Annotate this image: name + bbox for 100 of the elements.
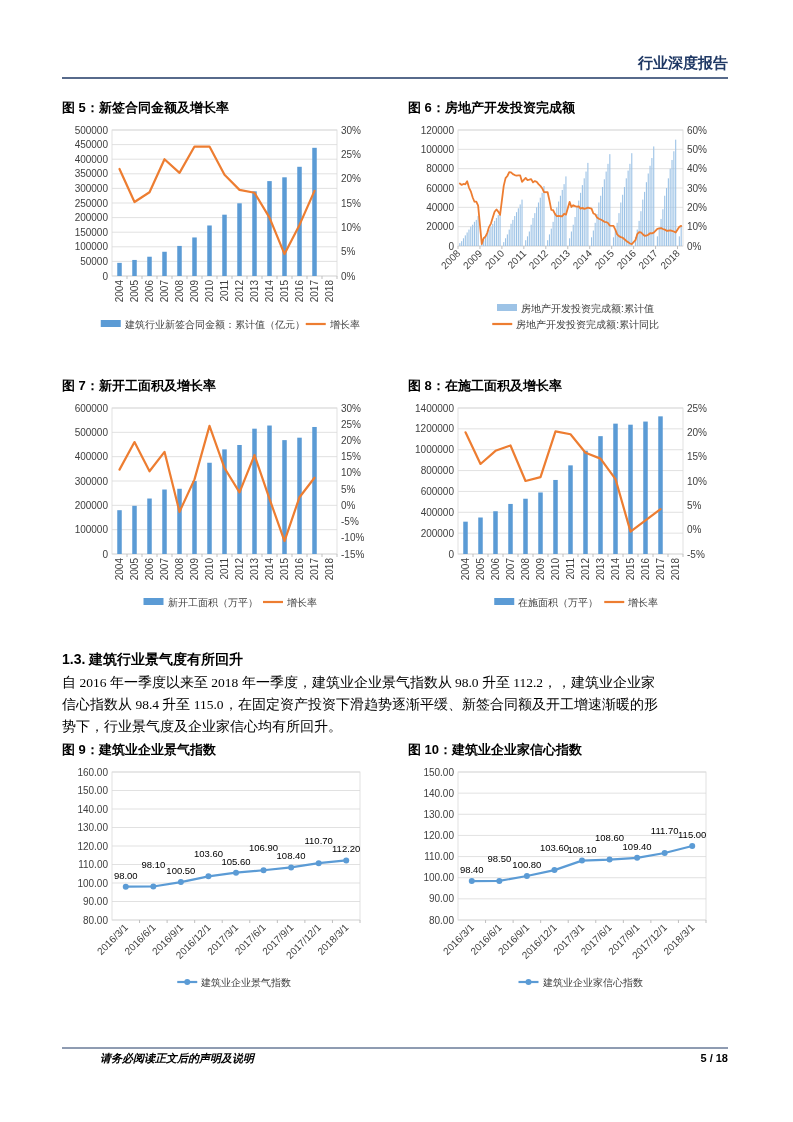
data-label: 98.40: [459, 864, 484, 876]
x-tick-label: 2011: [565, 557, 576, 580]
x-tick-label: 2008: [520, 557, 531, 581]
x-tick-label: 2008: [174, 557, 185, 581]
chart-title: 图 7：新开工面积及增长率: [62, 378, 216, 393]
y-tick-label: 140.00: [423, 787, 455, 799]
y-tick-label: 40000: [426, 201, 455, 213]
x-tick-label: 2006: [144, 279, 155, 303]
y-tick-label: 500000: [74, 426, 109, 438]
y-tick-label: 130.00: [423, 808, 455, 820]
y-tick-label: 600000: [420, 485, 455, 497]
text: 1.3. 建筑行业景气度有所回升: [62, 651, 244, 667]
y2-tick-label: 5%: [341, 483, 356, 495]
x-tick-label: 2009: [189, 279, 200, 303]
x-tick-label: 2017: [309, 279, 320, 303]
y-tick-label: 500000: [74, 124, 109, 136]
y-tick-label: 20000: [426, 221, 455, 233]
x-tick-label: 2012: [580, 557, 591, 581]
y2-tick-label: 40%: [687, 163, 708, 175]
legend-label: 增长率: [627, 597, 659, 608]
y-tick-label: 90.00: [82, 896, 109, 907]
text: 自 2016 年一季度以来至 2018 年一季度，建筑业企业景气指数从 98.0 升至 112.2，，建筑业企业家信心指数从 98.4 升至 115.0，在固定资产投资下滑趋势逐渐平缓、新签合同额及开工增速渐暖的形势下，行业景气度及企业家信心均有所回升。: [62, 674, 659, 736]
text: 请务必阅读正文后的声明及说明: [100, 1052, 256, 1064]
y-tick-label: 100000: [74, 241, 109, 253]
y-tick-label: 150000: [74, 226, 109, 238]
y-tick-label: 100.00: [77, 877, 109, 889]
y-tick-label: 120.00: [423, 829, 455, 841]
y2-tick-label: 60%: [687, 124, 708, 136]
y-tick-label: 400000: [74, 153, 109, 165]
y2-tick-label: 0%: [687, 524, 702, 536]
x-tick-label: 2010: [204, 279, 215, 303]
data-label: 106.90: [249, 842, 279, 854]
y-tick-label: 130.00: [77, 822, 109, 833]
legend-label: 建筑业企业景气指数: [200, 977, 292, 988]
y2-tick-label: 25%: [341, 418, 362, 430]
x-tick-label: 2015: [279, 557, 290, 581]
data-label: 115.00: [678, 829, 707, 840]
data-label: 108.60: [595, 831, 625, 843]
y2-tick-label: 20%: [341, 434, 362, 446]
x-tick-label: 2008: [174, 279, 185, 303]
y-tick-label: 350000: [74, 168, 109, 180]
x-tick-label: 2005: [129, 279, 140, 303]
x-tick-label: 2004: [114, 279, 125, 303]
y-tick-label: 200000: [74, 499, 109, 511]
legend-label: 建筑业企业家信心指数: [541, 977, 643, 988]
x-tick-label: 2016: [294, 557, 305, 581]
x-tick-label: 2009: [535, 557, 546, 581]
y-tick-label: 150.00: [423, 766, 455, 778]
y-tick-label: 450000: [74, 139, 109, 151]
x-tick-label: 2017: [309, 557, 320, 581]
data-label: 109.40: [622, 840, 652, 852]
y-tick-label: 1400000: [415, 402, 455, 414]
x-tick-label: 2012: [234, 279, 245, 303]
legend-label: 房地产开发投资完成额:累计值: [521, 303, 654, 314]
y-tick-label: 140.00: [77, 803, 109, 815]
x-tick-label: 2007: [159, 279, 170, 303]
x-tick-label: 2005: [129, 557, 140, 581]
y-tick-label: 300000: [74, 182, 109, 194]
data-label: 103.60: [193, 848, 223, 860]
x-tick-label: 2016: [294, 279, 305, 303]
x-tick-label: 2013: [249, 279, 260, 303]
y-tick-label: 250000: [74, 197, 109, 209]
data-label: 98.50: [487, 852, 512, 864]
x-tick-label: 2012: [234, 557, 245, 581]
x-tick-label: 2007: [159, 557, 170, 581]
y2-tick-label: 0%: [341, 270, 356, 282]
chart-title: 图 5：新签合同金额及增长率: [62, 100, 229, 115]
legend-label: 新开工面积（万平）: [167, 597, 258, 608]
x-tick-label: 2017: [655, 557, 666, 581]
x-tick-label: 2013: [249, 557, 260, 581]
x-tick-label: 2018: [324, 279, 335, 303]
x-tick-label: 2014: [264, 279, 275, 303]
y-tick-label: 50000: [80, 255, 109, 267]
x-tick-label: 2010: [550, 557, 561, 581]
chart-title: 图 6：房地产开发投资完成额: [408, 100, 576, 115]
y-tick-label: 200000: [420, 527, 455, 539]
x-tick-label: 2016: [640, 557, 651, 581]
y2-tick-label: 0%: [687, 240, 702, 252]
y2-tick-label: 30%: [341, 402, 362, 414]
y-tick-label: 60000: [426, 182, 455, 194]
y-tick-label: 800000: [420, 465, 455, 477]
chart-title: 图 8：在施工面积及增长率: [408, 378, 562, 393]
data-label: 108.40: [276, 850, 306, 862]
y-tick-label: 150.00: [77, 785, 109, 796]
x-tick-label: 2018: [670, 557, 681, 581]
y2-tick-label: 25%: [341, 148, 362, 160]
legend-label: 在施面积（万平）: [518, 597, 599, 608]
y2-tick-label: 5%: [341, 246, 356, 258]
y2-tick-label: 15%: [687, 451, 708, 463]
y-tick-label: 300000: [74, 475, 109, 487]
y2-tick-label: 10%: [687, 221, 708, 233]
data-label: 98.00: [113, 869, 138, 881]
y2-tick-label: 25%: [687, 402, 708, 414]
text: 行业深度报告: [637, 54, 728, 71]
y2-tick-label: 0%: [341, 499, 356, 511]
y-tick-label: 110.00: [78, 859, 109, 870]
y2-tick-label: 30%: [341, 124, 362, 136]
data-label: 100.50: [166, 865, 196, 877]
data-label: 111.70: [650, 824, 679, 836]
y2-tick-label: 5%: [687, 499, 702, 511]
